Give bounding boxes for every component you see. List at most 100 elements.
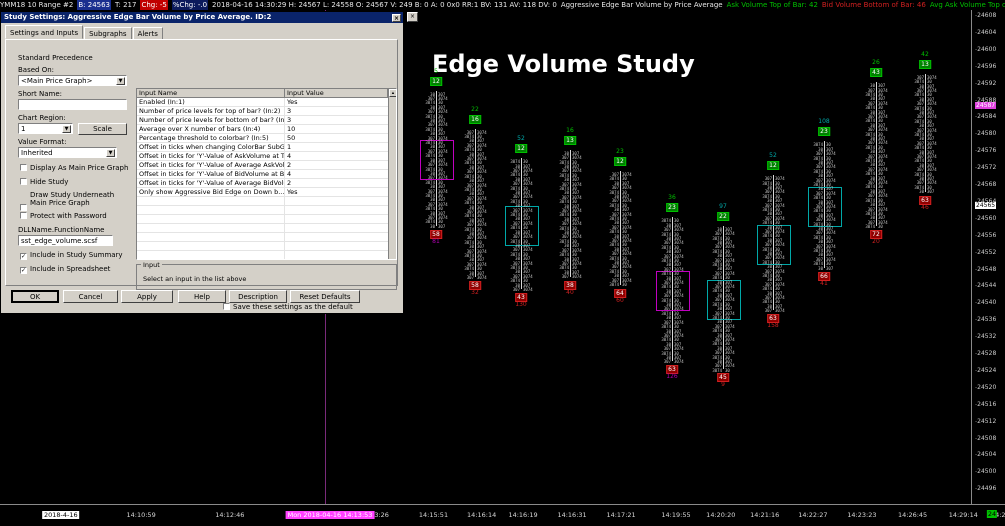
dll-function-name-label: DLLName.FunctionName [18,226,105,234]
scale-button[interactable]: Scale [78,123,127,135]
chart-close-icon[interactable]: × [407,12,418,22]
cell-input-value [285,251,396,259]
checkbox-box[interactable]: ✓ [20,253,27,260]
price-axis[interactable]: -24608 -24604 -24600 -24596 -24592 -24588 -245… [971,10,1005,507]
price-highlight-magenta: 24587 [975,101,997,109]
avg-ask-volume-label: 16 [566,126,574,134]
short-name-input[interactable] [18,99,127,110]
table-row[interactable] [137,197,396,206]
dll-function-name-input[interactable]: sst_edge_volume.scsf [18,235,113,246]
based-on-select[interactable]: <Main Price Graph> ▼ [18,75,127,86]
checkbox-box[interactable] [20,164,27,171]
ask-volume-top-badge: 12 [515,144,527,154]
dialog-close-icon[interactable]: × [392,13,401,22]
table-row[interactable] [137,242,396,251]
table-row[interactable]: Only show Aggressive Bid Edge on Down b.… [137,188,396,197]
ask-volume-top-badge: 13 [564,135,576,145]
chevron-down-icon[interactable]: ▼ [106,149,115,157]
time-axis[interactable]: 2018-4-1614:10:5914:12:4614:13:1414:13:2… [0,504,1005,526]
checkbox-include-in-study-summary[interactable]: ✓ Include in Study Summary [20,251,123,260]
avg-bid-volume-label: 32 [471,288,479,296]
table-row[interactable]: Offset in ticks for 'Y'-Value of BidVolu… [137,170,396,179]
apply-button[interactable]: Apply [121,290,173,303]
table-row[interactable] [137,206,396,215]
checkbox-save-as-default[interactable]: Save these settings as the default [223,303,353,311]
checkbox-box[interactable] [20,204,27,211]
cell-input-name: Percentage threshold to colorbar? (In:5) [137,134,285,142]
table-row[interactable]: Enabled (In:1) Yes [137,98,396,107]
column-header-input-value[interactable]: Input Value [285,89,388,98]
ask-volume-top-badge: 23 [818,127,830,137]
help-button[interactable]: Help [178,290,226,303]
checkbox-box[interactable]: ✓ [20,267,27,274]
price-tick: -24500 [975,468,997,476]
checkbox-display-as-main-price-graph[interactable]: Display As Main Price Graph [20,164,128,172]
table-row[interactable] [137,233,396,242]
table-row[interactable]: Offset in ticks when changing ColorBar S… [137,143,396,152]
tab-subgraphs[interactable]: Subgraphs [84,27,132,39]
reset-defaults-button[interactable]: Reset Defaults [290,290,360,303]
column-header-input-name[interactable]: Input Name [137,89,285,98]
table-row[interactable]: Number of price levels for bottom of bar… [137,116,396,125]
time-tick: 14:12:46 [215,511,245,519]
table-row[interactable]: Percentage threshold to colorbar? (In:5)… [137,134,396,143]
price-tick: -24608 [975,12,997,19]
time-tick: 14:22:27 [798,511,828,519]
dialog-title-bar[interactable]: Study Settings: Aggressive Edge Bar Volu… [1,12,403,23]
dialog-tabstrip[interactable]: Settings and Inputs Subgraphs Alerts [5,25,164,39]
checkbox-protect-with-password[interactable]: Protect with Password [20,212,107,220]
checkbox-box[interactable] [20,212,27,219]
tab-settings-and-inputs[interactable]: Settings and Inputs [5,25,84,39]
table-row[interactable]: Offset in ticks for 'Y'-Value of Average… [137,179,396,188]
ok-button[interactable]: OK [11,290,59,303]
bid-volume-bottom-badge: 58 [469,280,481,290]
checkbox-label: Include in Spreadsheet [30,265,111,273]
table-row[interactable] [137,224,396,233]
table-row[interactable] [137,215,396,224]
checkbox-draw-study-underneath[interactable]: Draw Study Underneath Main Price Graph [20,191,114,211]
checkbox-box[interactable] [20,178,27,185]
based-on-label: Based On: [18,66,55,74]
chart-region-select[interactable]: 1 ▼ [18,123,73,134]
avg-ask-volume-label: 5 [434,67,438,75]
scroll-up-icon[interactable]: ▲ [389,89,396,97]
chart-region-value: 1 [21,125,26,133]
checkbox-box[interactable] [223,303,230,310]
inputs-grid-scrollbar[interactable]: ▲ [388,89,396,259]
price-tick: -24572 [975,164,997,172]
table-row[interactable]: Offset in ticks for 'Y'-Value of AskVolu… [137,152,396,161]
avg-ask-volume-label: 97 [719,202,727,210]
chevron-down-icon[interactable]: ▼ [62,125,71,133]
avg-bid-volume-label: 158 [767,322,779,330]
checkbox-include-in-spreadsheet[interactable]: ✓ Include in Spreadsheet [20,265,110,274]
cell-input-name [137,215,285,223]
tab-alerts[interactable]: Alerts [132,27,163,39]
dialog-panel: Standard Precedence Based On: <Main Pric… [5,39,398,290]
cell-input-value: 4 [287,170,292,178]
price-tick: -24580 [975,130,997,138]
table-row[interactable]: Average over X number of bars (In:4) 10 [137,125,396,134]
time-tick: 14:16:31 [557,511,587,519]
inputs-grid[interactable]: Input Name Input Value Enabled (In:1) Yes… [136,88,397,260]
table-row[interactable] [137,251,396,259]
cell-input-value: 50 [287,134,296,142]
table-row[interactable]: Offset in ticks for 'Y'-Value of Average… [137,161,396,170]
price-tick: -24524 [975,366,997,374]
avg-bid-volume-label: 60 [616,296,624,304]
bid-volume-bottom-badge: 63 [919,196,931,205]
description-button[interactable]: Description [229,290,287,303]
checkbox-label: Draw Study Underneath Main Price Graph [30,191,115,207]
value-format-select[interactable]: Inherited ▼ [18,147,117,158]
price-tick: -24584 [975,113,997,121]
chevron-down-icon[interactable]: ▼ [116,77,125,85]
cancel-button[interactable]: Cancel [63,290,118,303]
avg-ask-volume-label: 108 [818,118,830,126]
table-row[interactable]: Number of price levels for top of bar? (… [137,107,396,116]
checkbox-label: Display As Main Price Graph [30,164,129,172]
ask-volume-top-badge: 43 [870,68,882,78]
inputs-grid-header: Input Name Input Value [137,89,396,98]
checkbox-hide-study[interactable]: Hide Study [20,178,68,186]
short-name-label: Short Name: [18,90,63,98]
bar-wick [925,73,926,192]
bar-wick [475,128,476,277]
